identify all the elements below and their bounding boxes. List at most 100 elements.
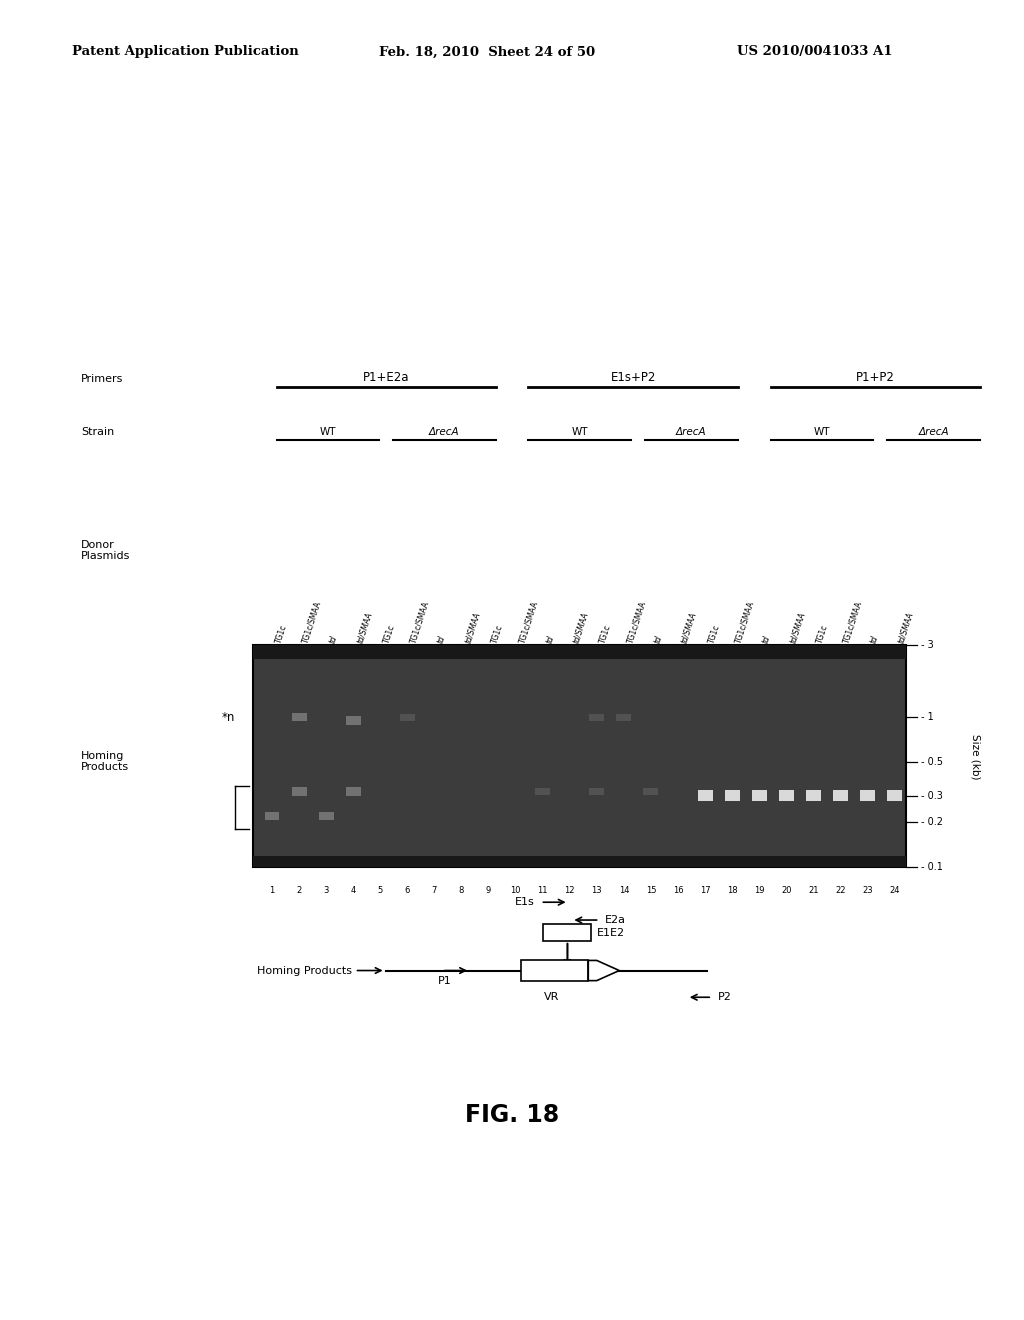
Text: E1E2: E1E2 <box>597 928 625 937</box>
Text: td/SMAA: td/SMAA <box>463 611 482 644</box>
Bar <box>616 714 632 721</box>
Text: - 0.5: - 0.5 <box>921 758 942 767</box>
Text: TG1c: TG1c <box>273 623 289 644</box>
Text: TG1c: TG1c <box>707 623 722 644</box>
Text: VR: VR <box>544 993 559 1002</box>
Bar <box>643 788 658 795</box>
Text: Patent Application Publication: Patent Application Publication <box>72 45 298 58</box>
Text: US 2010/0041033 A1: US 2010/0041033 A1 <box>737 45 893 58</box>
Text: WT: WT <box>813 426 830 437</box>
Bar <box>346 717 360 725</box>
Text: TG1c/SMAA: TG1c/SMAA <box>842 599 864 644</box>
Text: 14: 14 <box>618 886 629 895</box>
Text: 15: 15 <box>646 886 656 895</box>
Text: WT: WT <box>319 426 336 437</box>
Text: 16: 16 <box>673 886 683 895</box>
Bar <box>253 645 905 659</box>
Bar <box>543 924 591 941</box>
Text: 17: 17 <box>699 886 711 895</box>
Text: E2a: E2a <box>605 915 627 925</box>
Bar <box>318 812 334 820</box>
Bar <box>833 789 848 801</box>
Text: P1+P2: P1+P2 <box>856 371 895 384</box>
Text: TG1c: TG1c <box>382 623 396 644</box>
Bar <box>292 787 306 796</box>
Text: - 0.2: - 0.2 <box>921 817 942 828</box>
Text: 19: 19 <box>754 886 765 895</box>
Text: Homing
Products: Homing Products <box>81 751 129 772</box>
Text: TG1c/SMAA: TG1c/SMAA <box>301 599 324 644</box>
Text: Strain: Strain <box>81 426 115 437</box>
Bar <box>725 789 739 801</box>
Text: 3: 3 <box>324 886 329 895</box>
Text: 6: 6 <box>404 886 410 895</box>
Bar <box>779 789 794 801</box>
Text: ΔrecA: ΔrecA <box>429 426 460 437</box>
Text: 12: 12 <box>564 886 575 895</box>
Text: td: td <box>328 634 339 644</box>
Text: - 0.3: - 0.3 <box>921 791 942 801</box>
Text: td/SMAA: td/SMAA <box>680 611 698 644</box>
Text: Feb. 18, 2010  Sheet 24 of 50: Feb. 18, 2010 Sheet 24 of 50 <box>379 45 595 58</box>
Text: 18: 18 <box>727 886 737 895</box>
Text: 24: 24 <box>889 886 900 895</box>
Bar <box>590 714 604 721</box>
Text: td: td <box>545 634 556 644</box>
Text: - 1: - 1 <box>921 711 933 722</box>
Text: td/SMAA: td/SMAA <box>896 611 915 644</box>
Text: td: td <box>436 634 447 644</box>
Text: 23: 23 <box>862 886 872 895</box>
Text: Donor
Plasmids: Donor Plasmids <box>81 540 130 561</box>
Bar <box>400 714 415 721</box>
Text: 20: 20 <box>781 886 792 895</box>
Bar <box>806 789 821 801</box>
Bar <box>752 789 767 801</box>
Text: WT: WT <box>571 426 588 437</box>
Text: td/SMAA: td/SMAA <box>571 611 590 644</box>
Text: E1s+P2: E1s+P2 <box>610 371 655 384</box>
Text: td/SMAA: td/SMAA <box>788 611 807 644</box>
Text: 7: 7 <box>432 886 437 895</box>
FancyArrow shape <box>588 961 620 981</box>
Bar <box>253 855 905 867</box>
Text: td/SMAA: td/SMAA <box>355 611 374 644</box>
Text: - 3: - 3 <box>921 640 933 651</box>
Text: TG1c: TG1c <box>599 623 613 644</box>
Bar <box>590 788 604 795</box>
Bar <box>346 787 360 796</box>
Text: P2: P2 <box>718 993 732 1002</box>
Text: 22: 22 <box>836 886 846 895</box>
Bar <box>887 789 902 801</box>
Text: ΔrecA: ΔrecA <box>919 426 949 437</box>
Text: 1: 1 <box>269 886 274 895</box>
Text: Primers: Primers <box>81 374 123 384</box>
Text: 5: 5 <box>378 886 383 895</box>
Bar <box>860 789 874 801</box>
Text: 9: 9 <box>486 886 492 895</box>
Text: P1+E2a: P1+E2a <box>362 371 410 384</box>
Text: 4: 4 <box>350 886 356 895</box>
Text: 10: 10 <box>510 886 521 895</box>
Bar <box>292 713 306 721</box>
Text: TG1c/SMAA: TG1c/SMAA <box>517 599 540 644</box>
Text: td: td <box>761 634 772 644</box>
Text: TG1c: TG1c <box>490 623 505 644</box>
Bar <box>536 788 550 795</box>
Text: Homing Products: Homing Products <box>257 965 352 975</box>
Text: TG1c/SMAA: TG1c/SMAA <box>626 599 648 644</box>
Text: 2: 2 <box>297 886 302 895</box>
Text: 21: 21 <box>808 886 818 895</box>
Text: td: td <box>869 634 881 644</box>
Text: - 0.1: - 0.1 <box>921 862 942 873</box>
Text: Size (kb): Size (kb) <box>971 734 981 779</box>
Bar <box>697 789 713 801</box>
Text: 11: 11 <box>538 886 548 895</box>
Text: 13: 13 <box>592 886 602 895</box>
Text: td: td <box>652 634 664 644</box>
Text: 8: 8 <box>459 886 464 895</box>
Text: TG1c/SMAA: TG1c/SMAA <box>734 599 756 644</box>
Text: TG1c: TG1c <box>815 623 829 644</box>
Bar <box>521 961 589 981</box>
Text: TG1c/SMAA: TG1c/SMAA <box>410 599 431 644</box>
Text: P1: P1 <box>438 977 452 986</box>
